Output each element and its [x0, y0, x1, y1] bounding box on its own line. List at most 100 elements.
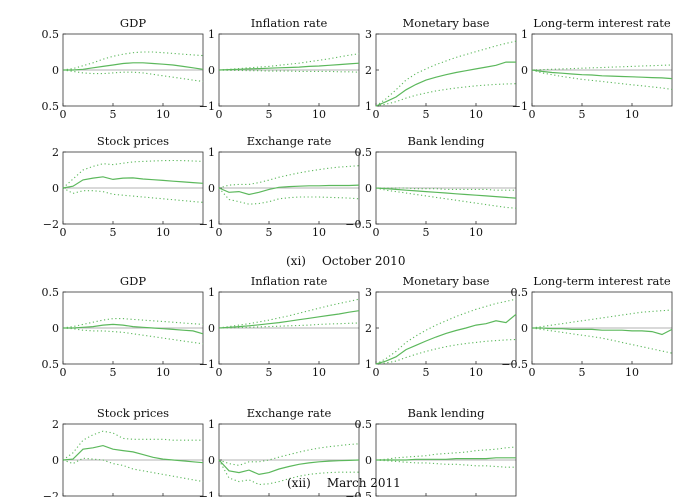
chart-xi-inflation-rate-upper-line [218, 53, 360, 71]
chart-xii-inflation-rate-xtick-label: 10 [312, 366, 326, 379]
chart-xii-bank-lending-ytick-label: 0 [365, 454, 372, 467]
chart-xi-exchange-rate-ytick-label: −1 [199, 218, 215, 231]
chart-xi-stock-prices-upper-line [62, 159, 204, 189]
chart-xii-inflation-rate-lower-line [219, 322, 360, 329]
chart-xi-long-term-interest-rate-median-line [531, 69, 673, 80]
chart-xii-bank-lending-ytick-label: −0.5 [345, 490, 372, 497]
chart-xii-gdp-ytick-label: 0.5 [42, 286, 60, 299]
chart-xii-long-term-interest-rate-xtick-label: 0 [529, 366, 536, 379]
chart-xi-bank-lending-xtick-label: 10 [469, 226, 483, 239]
chart-xi-long-term-interest-rate-lower-line [531, 69, 673, 90]
chart-xi-stock-prices-ytick-label: 0 [52, 182, 59, 195]
chart-xii-inflation-rate-ytick-label: 1 [208, 286, 215, 299]
chart-xi-bank-lending-title: Bank lending [407, 134, 485, 148]
chart-xi-monetary-base: Monetary base 1 2 3 0 5 10 [365, 16, 517, 121]
chart-xii-gdp-lower-line [62, 327, 204, 345]
chart-xi-bank-lending: Bank lending−0.500.50 5 10 [345, 134, 517, 239]
chart-xii-stock-prices-median-line [62, 444, 204, 464]
chart-xii-monetary-base-ytick-label: 2 [365, 322, 372, 335]
chart-xi-inflation-rate-title: Inflation rate [251, 16, 328, 30]
chart-xii-monetary-base: Monetary base 1 2 3 0 5 10 [365, 274, 517, 379]
chart-xii-inflation-rate-median-line [218, 310, 360, 329]
chart-xii-long-term-interest-rate-xtick-label: 5 [579, 366, 586, 379]
chart-xi-bank-lending-median-line [375, 187, 517, 199]
chart-xi-stock-prices-title: Stock prices [97, 134, 169, 148]
chart-xi-gdp-xtick-label: 0 [60, 108, 67, 121]
chart-xii-long-term-interest-rate: Long-term interest rate−0.500.50 5 10 [501, 274, 673, 379]
chart-xi-gdp-xtick-label: 5 [110, 108, 117, 121]
chart-xi-monetary-base-lower-line [375, 83, 517, 107]
chart-xi-inflation-rate-ytick-label: −1 [199, 100, 215, 113]
chart-xii-stock-prices-ytick-label: 2 [52, 418, 59, 431]
chart-xi-inflation-rate-median-line [218, 62, 360, 71]
chart-xii-stock-prices-title: Stock prices [97, 406, 169, 420]
chart-xi-stock-prices-xtick-label: 5 [110, 226, 117, 239]
chart-xii-inflation-rate-upper-line [218, 298, 360, 329]
chart-xii-monetary-base-ytick-label: 3 [365, 286, 372, 299]
chart-xi-long-term-interest-rate-ytick-label: 0 [521, 64, 528, 77]
chart-xii-bank-lending-title: Bank lending [407, 406, 485, 420]
chart-xi-gdp-lower-line [62, 69, 204, 83]
chart-xi-monetary-base-xtick-label: 10 [469, 108, 483, 121]
chart-xii-long-term-interest-rate-xtick-label: 10 [625, 366, 639, 379]
chart-xi-gdp-ytick-label: 0.5 [42, 28, 60, 41]
chart-xi-inflation-rate-ytick-label: 0 [208, 64, 215, 77]
chart-xii-gdp-upper-line [62, 318, 204, 329]
chart-xii-exchange-rate-ytick-label: 1 [208, 418, 215, 431]
chart-xi-bank-lending-ytick-label: 0 [365, 182, 372, 195]
chart-xii-bank-lending-upper-line [375, 446, 517, 461]
chart-xii-gdp-ytick-label: 0.5 [42, 358, 60, 371]
chart-xii-monetary-base-ytick-label: 1 [365, 358, 372, 371]
panel-label-xii: March 2011 [326, 476, 401, 490]
chart-xi-bank-lending-ytick-label: −0.5 [345, 218, 372, 231]
chart-xi-gdp-median-line [63, 62, 204, 71]
chart-xii-long-term-interest-rate-ytick-label: 0 [521, 322, 528, 335]
chart-xi-bank-lending-upper-line [376, 187, 516, 191]
chart-xii-monetary-base-upper-line [375, 298, 517, 365]
chart-xi-stock-prices-median-line [62, 176, 204, 189]
chart-xii-monetary-base-xtick-label: 0 [373, 366, 380, 379]
chart-xi-inflation-rate-ytick-label: 1 [208, 28, 215, 41]
chart-xi-exchange-rate-lower-line [218, 187, 360, 205]
chart-xii-gdp-ytick-label: 0 [52, 322, 59, 335]
chart-xii-stock-prices-upper-line [62, 430, 203, 461]
chart-xii-inflation-rate-xtick-label: 5 [266, 366, 273, 379]
panel-number-xii: (xii) [287, 476, 311, 490]
chart-xii-monetary-base-lower-line [375, 338, 517, 365]
chart-xi-monetary-base-title: Monetary base [403, 16, 490, 30]
chart-xi-monetary-base-axes-frame [375, 33, 517, 107]
chart-xii-monetary-base-title: Monetary base [403, 274, 490, 288]
chart-xi-inflation-rate-xtick-label: 0 [216, 108, 223, 121]
chart-xi-long-term-interest-rate-ytick-label: −1 [512, 100, 528, 113]
chart-xii-gdp-title: GDP [120, 274, 146, 288]
chart-xii-exchange-rate-upper-line [218, 443, 360, 466]
chart-xii-bank-lending-ytick-label: 0.5 [355, 418, 373, 431]
chart-xi-gdp-upper-line [62, 51, 204, 71]
chart-xii-stock-prices-lower-line [62, 457, 204, 483]
chart-xii-long-term-interest-rate-lower-line [531, 327, 673, 354]
chart-xi-stock-prices-xtick-label: 10 [156, 226, 170, 239]
chart-xi-exchange-rate-xtick-label: 5 [266, 226, 273, 239]
chart-xi-monetary-base-upper-line [375, 40, 517, 107]
chart-xi-gdp-xtick-label: 10 [156, 108, 170, 121]
chart-xi-monetary-base-median-line [375, 61, 516, 107]
chart-xi-exchange-rate-title: Exchange rate [247, 134, 332, 148]
chart-xii-bank-lending-median-line [376, 457, 516, 461]
chart-xi-bank-lending-xtick-label: 0 [373, 226, 380, 239]
panel-caption-xi: (xi) October 2010 [286, 254, 405, 268]
chart-xii-inflation-rate-title: Inflation rate [251, 274, 328, 288]
chart-xii-long-term-interest-rate-title: Long-term interest rate [533, 274, 671, 288]
chart-xii-inflation-rate-ytick-label: 0 [208, 322, 215, 335]
chart-xi-exchange-rate-ytick-label: 0 [208, 182, 215, 195]
chart-xii-gdp-xtick-label: 0 [60, 366, 67, 379]
chart-xi-bank-lending-lower-line [375, 187, 517, 209]
chart-xii-monetary-base-axes-frame [375, 291, 517, 365]
chart-xii-stock-prices-ytick-label: −2 [43, 490, 59, 497]
